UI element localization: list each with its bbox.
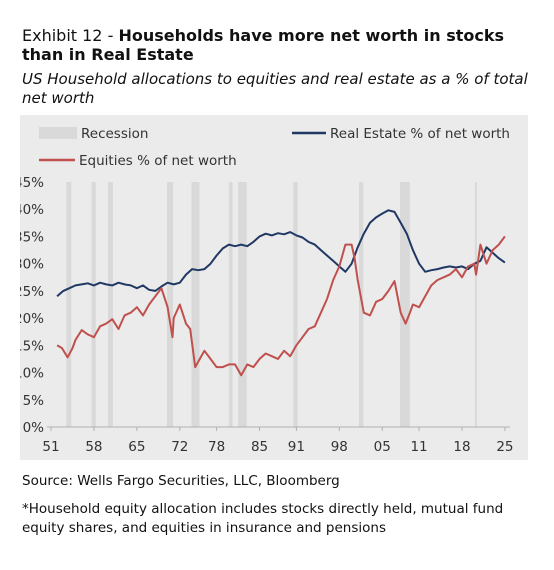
recession-band-10 — [400, 182, 410, 427]
series-line-real-estate — [56, 209, 506, 298]
line-chart: 0% 5% 10% 15% 20% 25% 30% 35% 40% 45% 51 58 65 72 78 85… — [20, 126, 514, 455]
recession-band-8 — [293, 182, 298, 427]
recession-band-3 — [108, 182, 113, 427]
x-tick-label: 18 — [453, 439, 470, 455]
x-tick-label: 58 — [85, 439, 102, 455]
y-tick-label: 10% — [20, 366, 44, 382]
y-tick-label: 35% — [20, 229, 44, 245]
series-line-equities — [56, 235, 506, 377]
chart-subtitle: US Household allocations to equities and… — [22, 70, 528, 107]
x-tick-label: 25 — [496, 439, 513, 455]
exhibit-label: Exhibit 12 - — [22, 26, 119, 45]
x-tick-label: 65 — [128, 439, 145, 455]
y-tick-label: 15% — [20, 338, 44, 354]
x-tick-label: 51 — [42, 439, 59, 455]
legend-real-estate-label: Real Estate % of net worth — [330, 126, 510, 142]
recession-band-9 — [358, 182, 364, 427]
recession-band-1 — [66, 182, 72, 427]
title-text: Households have more net worth in stocks… — [22, 26, 505, 64]
x-tick-label: 05 — [374, 439, 391, 455]
x-tick-label: 98 — [331, 439, 348, 455]
y-tick-label: 45% — [20, 175, 44, 191]
x-tick-label: 11 — [410, 439, 427, 455]
y-tick-label: 40% — [20, 202, 44, 218]
y-tick-label: 20% — [20, 311, 44, 327]
y-tick-label: 5% — [23, 393, 45, 409]
x-tick-label: 85 — [251, 439, 268, 455]
footnote-text: *Household equity allocation includes st… — [22, 501, 504, 536]
x-tick-label: 78 — [208, 439, 225, 455]
x-tick-label: 72 — [171, 439, 188, 455]
y-tick-label: 0% — [23, 420, 45, 436]
y-tick-label: 30% — [20, 257, 44, 273]
x-tick-label: 91 — [288, 439, 305, 455]
source-text: Source: Wells Fargo Securities, LLC, Blo… — [22, 473, 340, 489]
recession-band-4 — [166, 182, 174, 427]
recession-band-7 — [238, 182, 247, 427]
legend-recession-swatch — [39, 127, 77, 139]
recession-band-2 — [91, 182, 96, 427]
legend-recession-label: Recession — [81, 126, 148, 142]
recession-band-11 — [474, 182, 477, 427]
chart-panel: 0% 5% 10% 15% 20% 25% 30% 35% 40% 45% 51 58 65 72 78 85… — [20, 115, 528, 460]
y-tick-label: 25% — [20, 284, 44, 300]
recession-band-5 — [191, 182, 200, 427]
recession-band-6 — [228, 182, 233, 427]
legend-equities-label: Equities % of net worth — [79, 153, 237, 169]
chart-title: Exhibit 12 - Households have more net wo… — [22, 26, 542, 64]
